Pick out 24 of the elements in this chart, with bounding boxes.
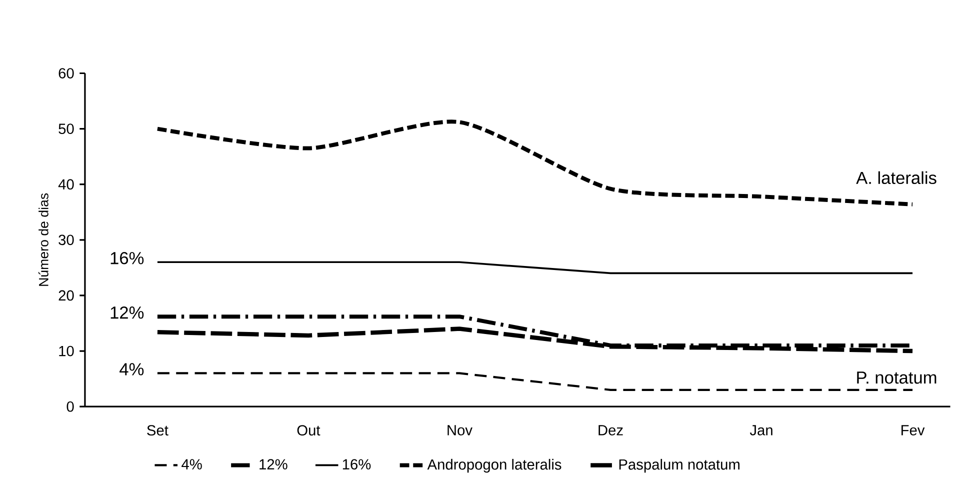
y-tick-label: 0: [66, 401, 74, 412]
legend-label: 12%: [260, 459, 288, 470]
y-axis-title: Número de dias: [38, 193, 48, 286]
x-tick-label: Dez: [598, 425, 623, 436]
annotation: 16%: [110, 252, 144, 264]
legend-label: 16%: [342, 459, 371, 470]
legend-label: 4%: [182, 459, 202, 470]
y-tick-label: 20: [58, 290, 74, 301]
x-tick-label: Nov: [448, 425, 472, 436]
x-tick-label: Fev: [902, 425, 925, 436]
x-tick-label: Set: [147, 425, 168, 436]
y-tick-label: 40: [58, 179, 74, 190]
y-tick-label: 50: [58, 124, 74, 134]
annotation: 12%: [110, 306, 144, 319]
annotation: P. notatum: [857, 372, 936, 384]
annotation: A. lateralis: [856, 171, 936, 184]
y-tick-label: 30: [58, 234, 74, 246]
annotation: 4%: [120, 363, 144, 376]
legend-label: Paspalum notatum: [619, 458, 740, 473]
x-tick-label: Jan: [750, 425, 772, 436]
y-tick-label: 60: [58, 68, 74, 79]
legend-label: Andropogon lateralis: [427, 458, 562, 473]
x-tick-label: Out: [297, 425, 320, 436]
y-tick-label: 10: [59, 346, 74, 356]
